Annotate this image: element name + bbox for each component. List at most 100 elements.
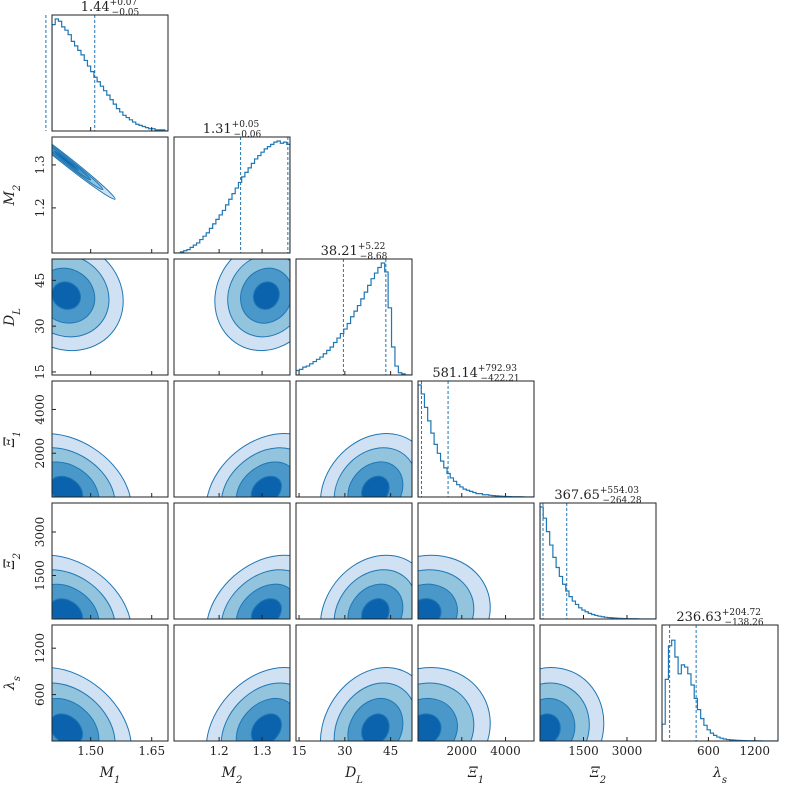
contour-panel-4-1 (173, 502, 291, 620)
contour-panel-4-2 (295, 502, 413, 620)
contour-level-4-0-3 (52, 598, 84, 619)
contour-level-2-0-3 (52, 281, 81, 310)
histogram-0 (52, 18, 168, 131)
x-axis-label-2: DL (344, 765, 363, 786)
contour-level-5-1-3 (250, 713, 282, 741)
contour-level-5-3-3 (418, 713, 442, 741)
contour-panel-5-1: 1.2 1.3 (173, 624, 291, 758)
panel-title-3: 581.14+792.93 −422.21 (432, 364, 519, 384)
contour-level-5-2-3 (361, 713, 390, 741)
x-tick-label-2-2: 45 (383, 744, 398, 758)
x-axis-label-4: Ξ2 (589, 765, 606, 786)
contours-3-1 (205, 433, 290, 497)
panel-frame-5-1 (173, 624, 291, 742)
contour-level-1-0-3 (53, 150, 79, 171)
y-tick-label-5-0: 600 (33, 683, 47, 706)
y-tick-label-1-0: 1.2 (33, 198, 47, 217)
panel-title-1: 1.31+0.05 −0.06 (203, 120, 262, 140)
panel-frame-1-0 (51, 136, 169, 254)
histogram-5 (662, 639, 778, 741)
contour-level-3-0-3 (52, 475, 84, 497)
panel-frame-0-0 (51, 14, 169, 132)
y-axis-label-4: Ξ2 (2, 553, 23, 570)
hist-panel-2: 38.21+5.22 −8.68 (295, 242, 413, 376)
histogram-2 (296, 262, 412, 375)
x-tick-label-5-1: 1200 (740, 744, 771, 758)
panel-frame-4-4 (539, 502, 657, 620)
x-tick-label-3-0: 2000 (447, 744, 478, 758)
x-tick-label-1-1: 1.3 (253, 744, 272, 758)
histogram-4 (540, 506, 656, 619)
panel-frame-3-2 (295, 380, 413, 498)
hist-panel-4: 367.65+554.03 −264.28 (539, 486, 657, 620)
panel-title-5: 236.63+204.72 −138.26 (676, 608, 763, 628)
panel-frame-5-5 (661, 624, 779, 742)
hist-panel-5: 236.63+204.72 −138.26 600 1200 (661, 608, 779, 758)
hist-panel-3: 581.14+792.93 −422.21 (417, 364, 535, 498)
contour-panel-4-0: 1500 3000 Ξ2 (2, 502, 169, 620)
y-tick-label-2-2: 45 (33, 273, 47, 288)
x-tick-label-2-1: 30 (337, 744, 352, 758)
contour-level-4-3-3 (418, 598, 442, 619)
panel-frame-4-0 (51, 502, 169, 620)
histogram-1 (174, 140, 290, 253)
contours-5-0 (52, 667, 132, 741)
contours-3-0 (52, 433, 132, 497)
y-axis-label-5: λs (2, 676, 23, 691)
contours-2-1 (214, 259, 290, 352)
contours-5-2 (319, 667, 412, 741)
x-tick-label-2-0: 15 (291, 744, 306, 758)
panel-frame-5-0 (51, 624, 169, 742)
contours-5-3 (418, 667, 491, 741)
contour-panel-2-1 (173, 258, 291, 376)
contours-4-0 (52, 554, 132, 619)
panel-frame-2-1 (173, 258, 291, 376)
y-tick-label-3-0: 2000 (33, 438, 47, 469)
panel-frame-1-1 (173, 136, 291, 254)
x-tick-label-0-0: 1.50 (77, 744, 104, 758)
contour-panel-3-0: 2000 4000 Ξ1 (2, 380, 169, 498)
contours-2-0 (52, 259, 124, 352)
panel-title-2: 38.21+5.22 −8.68 (321, 242, 388, 262)
y-axis-label-3: Ξ1 (2, 431, 23, 448)
panel-frame-5-2 (295, 624, 413, 742)
contour-panel-5-0: 1.50 1.65 600 1200 λs (2, 624, 169, 758)
panel-frame-5-3 (417, 624, 535, 742)
contours-1-0 (52, 137, 116, 200)
panel-title-0: 1.44+0.07 −0.05 (81, 0, 140, 18)
contours-3-2 (319, 433, 412, 497)
panel-frame-5-4 (539, 624, 657, 742)
x-tick-label-4-1: 3000 (612, 744, 643, 758)
y-axis-label-1: M2 (2, 185, 23, 207)
contour-level-3-1-3 (250, 475, 282, 497)
y-tick-label-4-0: 1500 (33, 560, 47, 591)
panel-frame-4-2 (295, 502, 413, 620)
y-tick-label-3-1: 4000 (33, 394, 47, 425)
x-tick-label-4-0: 1500 (568, 744, 599, 758)
x-tick-label-0-1: 1.65 (138, 744, 165, 758)
hist-panel-0: 1.44+0.07 −0.05 (45, 0, 169, 132)
y-tick-label-2-0: 15 (33, 364, 47, 379)
panel-frame-3-3 (417, 380, 535, 498)
x-tick-label-1-0: 1.2 (210, 744, 229, 758)
hist-panel-1: 1.31+0.05 −0.06 (173, 120, 291, 254)
panel-frame-2-0 (51, 258, 169, 376)
contour-panel-5-3: 2000 4000 (417, 624, 535, 758)
contour-panel-3-1 (173, 380, 291, 498)
contour-level-3-2-3 (361, 475, 390, 497)
contour-panel-3-2 (295, 380, 413, 498)
y-tick-label-1-1: 1.3 (33, 155, 47, 174)
panel-title-4: 367.65+554.03 −264.28 (554, 486, 641, 506)
contours-4-1 (205, 554, 290, 619)
contour-panel-5-2: 15 30 45 (291, 624, 413, 758)
y-tick-label-4-1: 3000 (33, 517, 47, 548)
contour-panel-2-0: 15 30 45 DL (2, 258, 169, 380)
contours-4-3 (418, 554, 491, 619)
contour-level-4-1-3 (250, 598, 282, 619)
x-axis-label-1: M2 (221, 765, 243, 786)
x-axis-label-0: M1 (99, 765, 121, 786)
contour-level-5-4-3 (540, 713, 561, 741)
contours-4-2 (319, 554, 412, 619)
contour-panel-1-0: 1.2 1.3 M2 (2, 136, 169, 254)
